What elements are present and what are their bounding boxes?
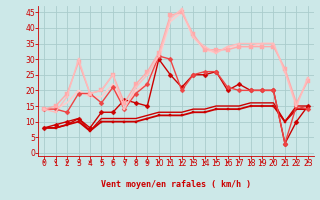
X-axis label: Vent moyen/en rafales ( km/h ): Vent moyen/en rafales ( km/h ) [101, 180, 251, 189]
